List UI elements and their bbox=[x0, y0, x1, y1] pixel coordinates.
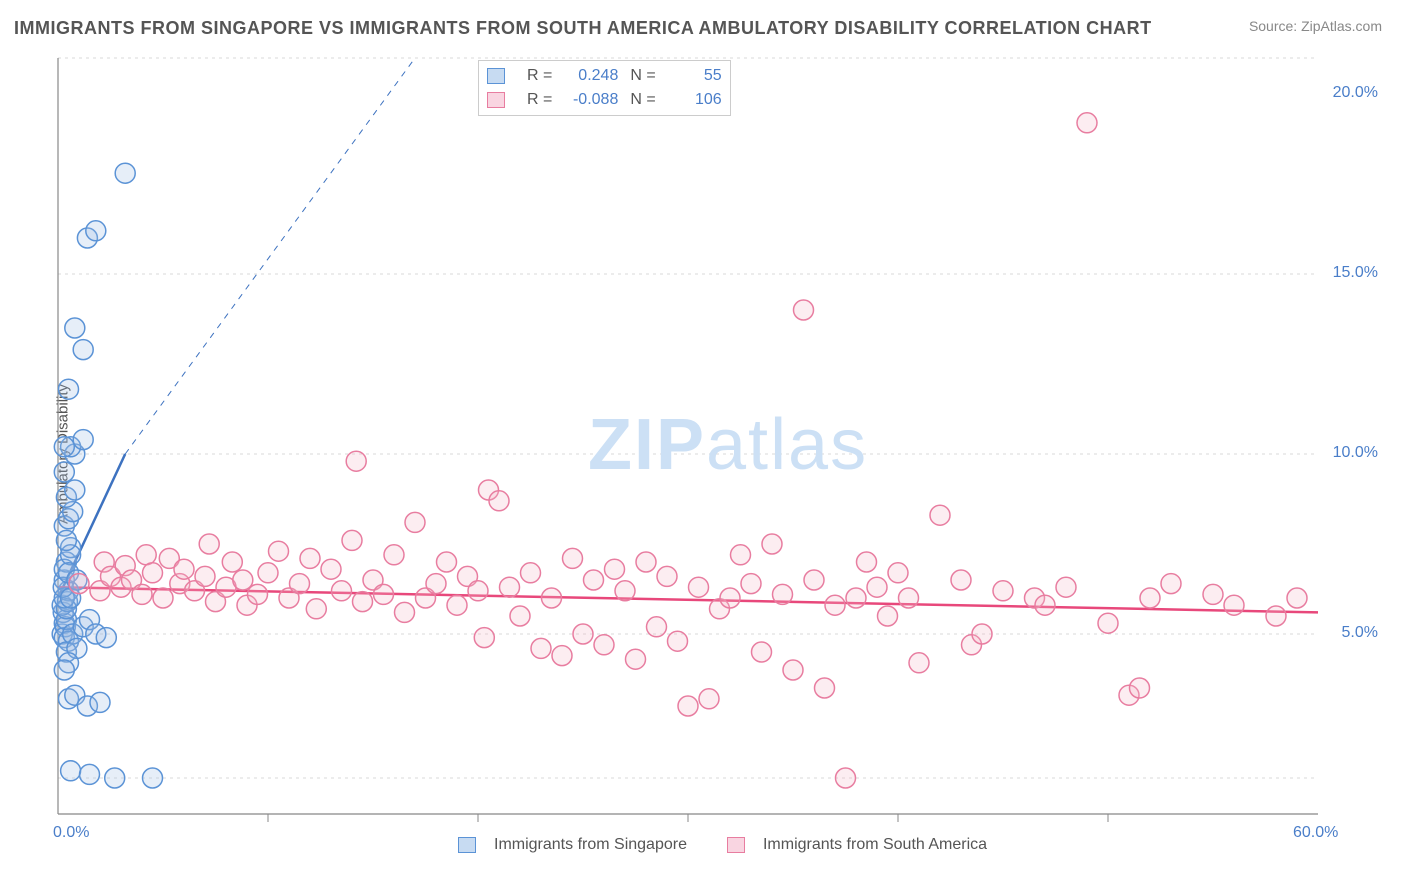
n-value-2: 106 bbox=[662, 91, 722, 109]
y-tick-label: 5.0% bbox=[1342, 624, 1378, 642]
legend: Immigrants from Singapore Immigrants fro… bbox=[458, 836, 987, 854]
legend-swatch-pink bbox=[727, 837, 745, 853]
r-value-1: 0.248 bbox=[558, 67, 618, 85]
y-tick-label: 20.0% bbox=[1333, 84, 1378, 102]
r-label-1: R = bbox=[527, 67, 552, 85]
x-tick-label: 0.0% bbox=[53, 824, 89, 842]
n-value-1: 55 bbox=[662, 67, 722, 85]
stats-row-2: R = -0.088 N = 106 bbox=[487, 88, 722, 112]
stats-swatch-pink bbox=[487, 92, 505, 108]
legend-label-singapore: Immigrants from Singapore bbox=[494, 836, 687, 854]
r-value-2: -0.088 bbox=[558, 91, 618, 109]
x-tick-label: 60.0% bbox=[1293, 824, 1338, 842]
stats-row-1: R = 0.248 N = 55 bbox=[487, 64, 722, 88]
legend-label-southamerica: Immigrants from South America bbox=[763, 836, 987, 854]
chart-container: IMMIGRANTS FROM SINGAPORE VS IMMIGRANTS … bbox=[0, 0, 1406, 892]
stats-swatch-blue bbox=[487, 68, 505, 84]
scatter-plot bbox=[48, 54, 1388, 854]
n-label-2: N = bbox=[630, 91, 655, 109]
legend-item-singapore: Immigrants from Singapore bbox=[458, 836, 687, 854]
chart-area: Ambulatory Disability ZIPatlas R = 0.248… bbox=[48, 54, 1388, 854]
r-label-2: R = bbox=[527, 91, 552, 109]
y-tick-label: 10.0% bbox=[1333, 444, 1378, 462]
stats-box: R = 0.248 N = 55 R = -0.088 N = 106 bbox=[478, 60, 731, 116]
legend-swatch-blue bbox=[458, 837, 476, 853]
chart-title: IMMIGRANTS FROM SINGAPORE VS IMMIGRANTS … bbox=[14, 18, 1152, 39]
source-attribution: Source: ZipAtlas.com bbox=[1249, 18, 1382, 34]
legend-item-southamerica: Immigrants from South America bbox=[727, 836, 987, 854]
n-label-1: N = bbox=[630, 67, 655, 85]
y-tick-label: 15.0% bbox=[1333, 264, 1378, 282]
